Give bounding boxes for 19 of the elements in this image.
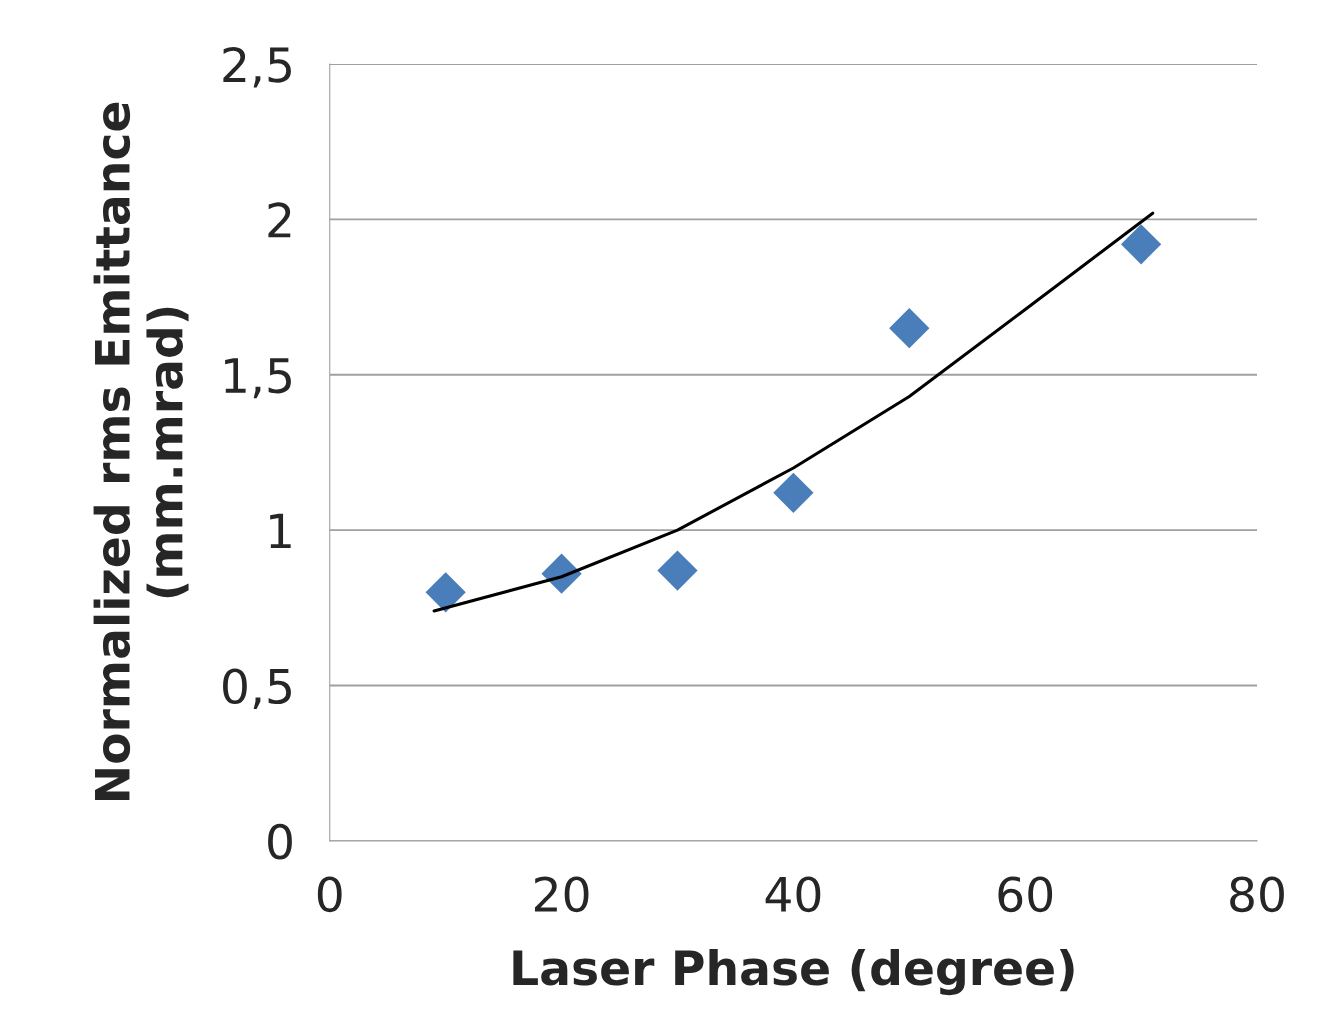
y-axis-title: Normalized rms Emittance (mm.mrad): [93, 102, 189, 801]
y-tick-label: 2: [268, 202, 291, 238]
y-tick-label: 0: [268, 823, 292, 860]
point: [773, 472, 814, 513]
point: [657, 550, 698, 591]
point: [425, 572, 466, 613]
x-tick-label: 20: [534, 876, 589, 913]
x-axis-title: Laser Phase (degree): [513, 949, 1074, 996]
line-series: [432, 211, 1155, 613]
x-tick-label: 40: [765, 876, 821, 913]
x-tick-label: 0: [317, 876, 342, 913]
point: [889, 308, 930, 349]
x-tick-label: 60: [998, 876, 1053, 913]
y-tick-label: 0,5: [223, 668, 291, 709]
y-tick-label: 1,5: [225, 358, 291, 399]
x-tick-label: 80: [1230, 876, 1284, 913]
point: [1120, 224, 1162, 265]
y-tick-label: 2,5: [223, 46, 291, 88]
y-tick-label: 1: [270, 513, 291, 549]
